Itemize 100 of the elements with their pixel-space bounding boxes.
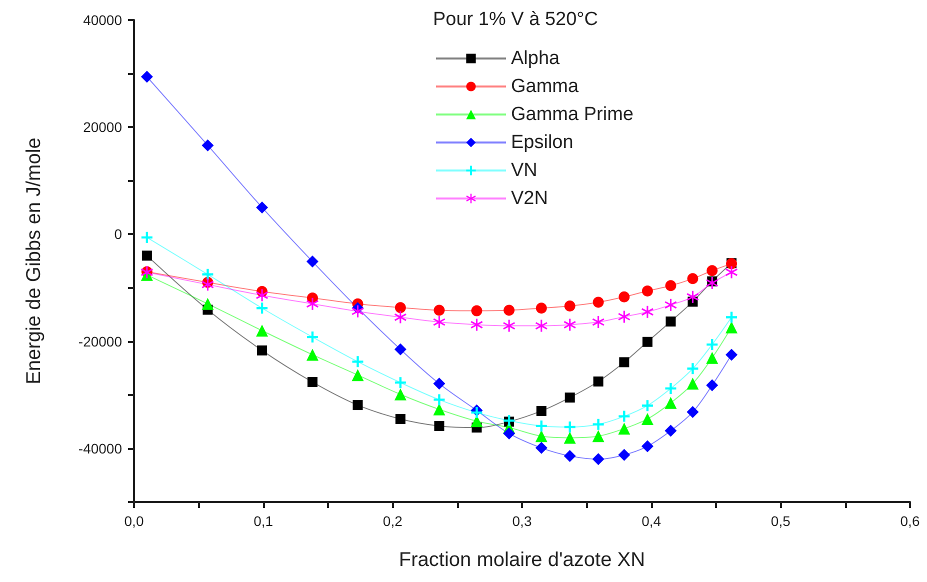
- point: [706, 379, 718, 392]
- point: [140, 70, 153, 83]
- point: [352, 305, 364, 318]
- point: [592, 296, 604, 308]
- x-tick-label: 0,5: [770, 513, 791, 529]
- point: [641, 440, 654, 452]
- point: [141, 232, 152, 243]
- point: [564, 450, 576, 462]
- point: [726, 321, 738, 334]
- point: [536, 420, 547, 432]
- point: [687, 273, 698, 284]
- point: [394, 388, 406, 400]
- point: [619, 357, 630, 368]
- x-tick-label: 0,0: [124, 513, 144, 529]
- point: [726, 348, 738, 361]
- point: [536, 302, 547, 314]
- point: [256, 324, 268, 337]
- point: [504, 304, 515, 316]
- y-tick-label: 40000: [83, 12, 122, 28]
- point: [470, 318, 483, 331]
- point: [394, 377, 406, 388]
- point: [726, 266, 738, 278]
- legend-label: VN: [511, 160, 538, 181]
- point: [618, 448, 630, 461]
- legend-label: Alpha: [511, 48, 560, 69]
- legend-title: Pour 1% V à 520°C: [433, 9, 598, 30]
- x-tick-label: 0,4: [642, 513, 662, 529]
- point: [470, 415, 483, 428]
- point: [564, 318, 576, 331]
- point: [641, 306, 654, 318]
- point: [352, 400, 363, 410]
- point: [687, 363, 698, 374]
- point: [706, 352, 718, 364]
- point: [593, 376, 604, 386]
- point: [434, 304, 445, 316]
- point: [642, 400, 653, 412]
- x-tick-label: 0,2: [382, 513, 403, 529]
- y-axis-title: Energie de Gibbs en J/mole: [23, 138, 45, 384]
- point: [352, 356, 364, 368]
- point: [306, 332, 318, 343]
- point: [706, 265, 718, 276]
- point: [395, 414, 406, 424]
- point: [434, 394, 445, 406]
- y-tick-label: 20000: [83, 119, 122, 136]
- x-tick-label: 0,1: [254, 513, 274, 529]
- y-tick-label: -20000: [78, 333, 122, 350]
- point: [202, 268, 214, 280]
- point: [664, 424, 677, 437]
- point: [256, 302, 268, 314]
- y-tick-label: -40000: [78, 440, 122, 456]
- point: [394, 311, 406, 324]
- point: [564, 392, 575, 403]
- point: [706, 339, 718, 350]
- point: [564, 422, 576, 433]
- point: [307, 377, 318, 388]
- point: [726, 312, 738, 323]
- point: [352, 369, 364, 382]
- point: [618, 410, 630, 422]
- point: [433, 378, 446, 390]
- point: [202, 139, 214, 152]
- point: [592, 316, 604, 328]
- point: [535, 442, 548, 454]
- x-tick-label: 0,3: [512, 513, 532, 529]
- point: [433, 316, 446, 328]
- point: [686, 378, 699, 390]
- point: [257, 345, 268, 356]
- point: [564, 300, 576, 312]
- point: [306, 256, 318, 268]
- point: [592, 418, 604, 430]
- point: [503, 320, 516, 332]
- x-tick-label: 0,6: [900, 513, 920, 529]
- point: [256, 289, 268, 302]
- legend-label: Epsilon: [511, 132, 574, 153]
- point: [306, 298, 318, 310]
- point: [535, 320, 548, 332]
- legend-label: V2N: [511, 188, 548, 209]
- point: [536, 406, 546, 416]
- point: [664, 396, 677, 409]
- x-axis-title: Fraction molaire d'azote XN: [398, 549, 646, 571]
- point: [642, 285, 653, 296]
- point: [306, 348, 318, 361]
- point: [592, 453, 604, 466]
- point: [503, 427, 516, 440]
- point: [618, 422, 630, 435]
- point: [256, 201, 268, 214]
- point: [666, 316, 676, 327]
- point: [618, 310, 630, 323]
- point: [706, 276, 718, 289]
- point: [535, 430, 548, 442]
- y-tick-label: 0: [114, 226, 122, 242]
- point: [434, 420, 444, 431]
- point: [686, 406, 699, 418]
- point: [665, 382, 676, 394]
- point: [665, 280, 676, 292]
- point: [394, 302, 406, 314]
- point: [686, 290, 699, 303]
- point: [664, 298, 677, 311]
- point: [202, 278, 214, 291]
- point: [564, 432, 576, 444]
- legend-label: Gamma Prime: [511, 104, 634, 125]
